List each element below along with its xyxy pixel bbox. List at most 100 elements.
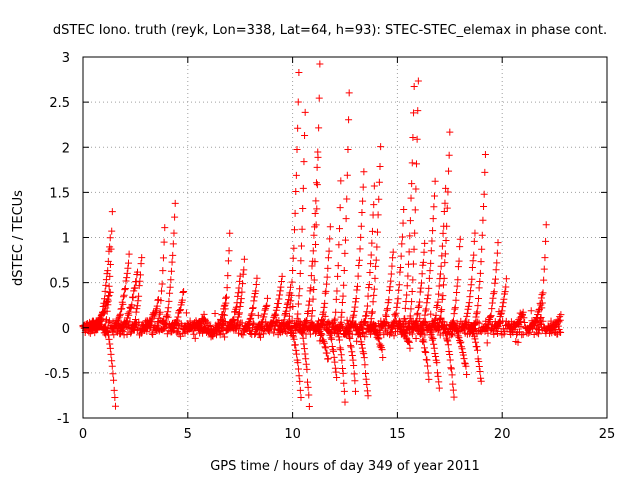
data-point [109,370,117,378]
data-point [375,178,383,186]
data-point [444,337,452,345]
data-point [383,306,391,314]
data-point [444,341,452,349]
data-point [115,313,123,321]
data-point [393,303,401,311]
data-point [295,372,303,380]
data-point [235,309,243,317]
data-point [301,350,309,358]
data-point [460,355,468,363]
data-point [446,128,454,136]
data-point [235,310,243,318]
data-point [314,153,322,161]
data-point [436,331,444,339]
data-point [337,321,345,329]
data-point [455,257,463,265]
data-point [481,168,489,176]
data-point [136,277,144,285]
data-point [449,386,457,394]
data-point [297,257,305,265]
data-point [317,321,325,329]
data-point [261,306,269,314]
data-point [106,272,114,280]
data-point [443,204,451,212]
data-point [477,374,485,382]
data-point [345,89,353,97]
data-point [312,179,320,187]
data-point [289,254,297,262]
data-point [377,143,385,151]
data-point [332,308,340,316]
data-point [442,329,450,337]
data-point [97,316,105,324]
data-point [359,325,367,333]
data-point [475,362,483,370]
data-point [360,354,368,362]
data-point [133,305,141,313]
data-point [493,259,501,267]
data-point [345,333,353,341]
data-point [339,369,347,377]
chart-title: dSTEC Iono. truth (reyk, Lon=338, Lat=64… [53,23,607,38]
data-point [431,177,439,185]
data-point [433,302,441,310]
data-point [288,327,296,335]
data-point [397,252,405,260]
data-point [125,308,133,316]
data-point [390,318,398,326]
data-point [132,308,140,316]
data-point [132,315,140,323]
data-point [219,320,227,328]
data-point [480,190,488,198]
data-point [470,237,478,245]
data-point [263,301,271,309]
data-point [433,369,441,377]
data-point [102,317,110,325]
data-point [350,370,358,378]
data-point [435,384,443,392]
data-point [347,343,355,351]
data-point [219,321,227,329]
data-point [488,299,496,307]
data-point [374,335,382,343]
data-point [305,301,313,309]
data-point [490,290,498,298]
data-point [348,320,356,328]
data-point [293,145,301,153]
data-point [429,334,437,342]
data-point [557,311,565,319]
data-point [122,320,130,328]
data-point [404,272,412,280]
data-point [408,288,416,296]
data-point [224,272,232,280]
data-point [400,206,408,214]
data-point [473,346,481,354]
data-point [158,287,166,295]
data-point [153,325,161,333]
data-point [370,285,378,293]
data-point [287,291,295,299]
data-point [395,281,403,289]
data-point [379,353,387,361]
data-point [357,222,365,230]
data-point [345,116,353,124]
data-point [420,317,428,325]
data-point [389,254,397,262]
data-point [349,356,357,364]
data-point [123,317,131,325]
data-point [492,266,500,274]
data-point [230,315,238,323]
data-point [290,244,298,252]
data-point [500,295,508,303]
y-tick-label: 2 [62,141,70,156]
data-point [295,292,303,300]
data-point [162,320,170,328]
data-point [406,232,414,240]
data-point [350,361,358,369]
data-point [434,372,442,380]
data-point [365,281,373,289]
data-point [362,375,370,383]
data-point [291,209,299,217]
data-point [234,292,242,300]
data-point [369,322,377,330]
